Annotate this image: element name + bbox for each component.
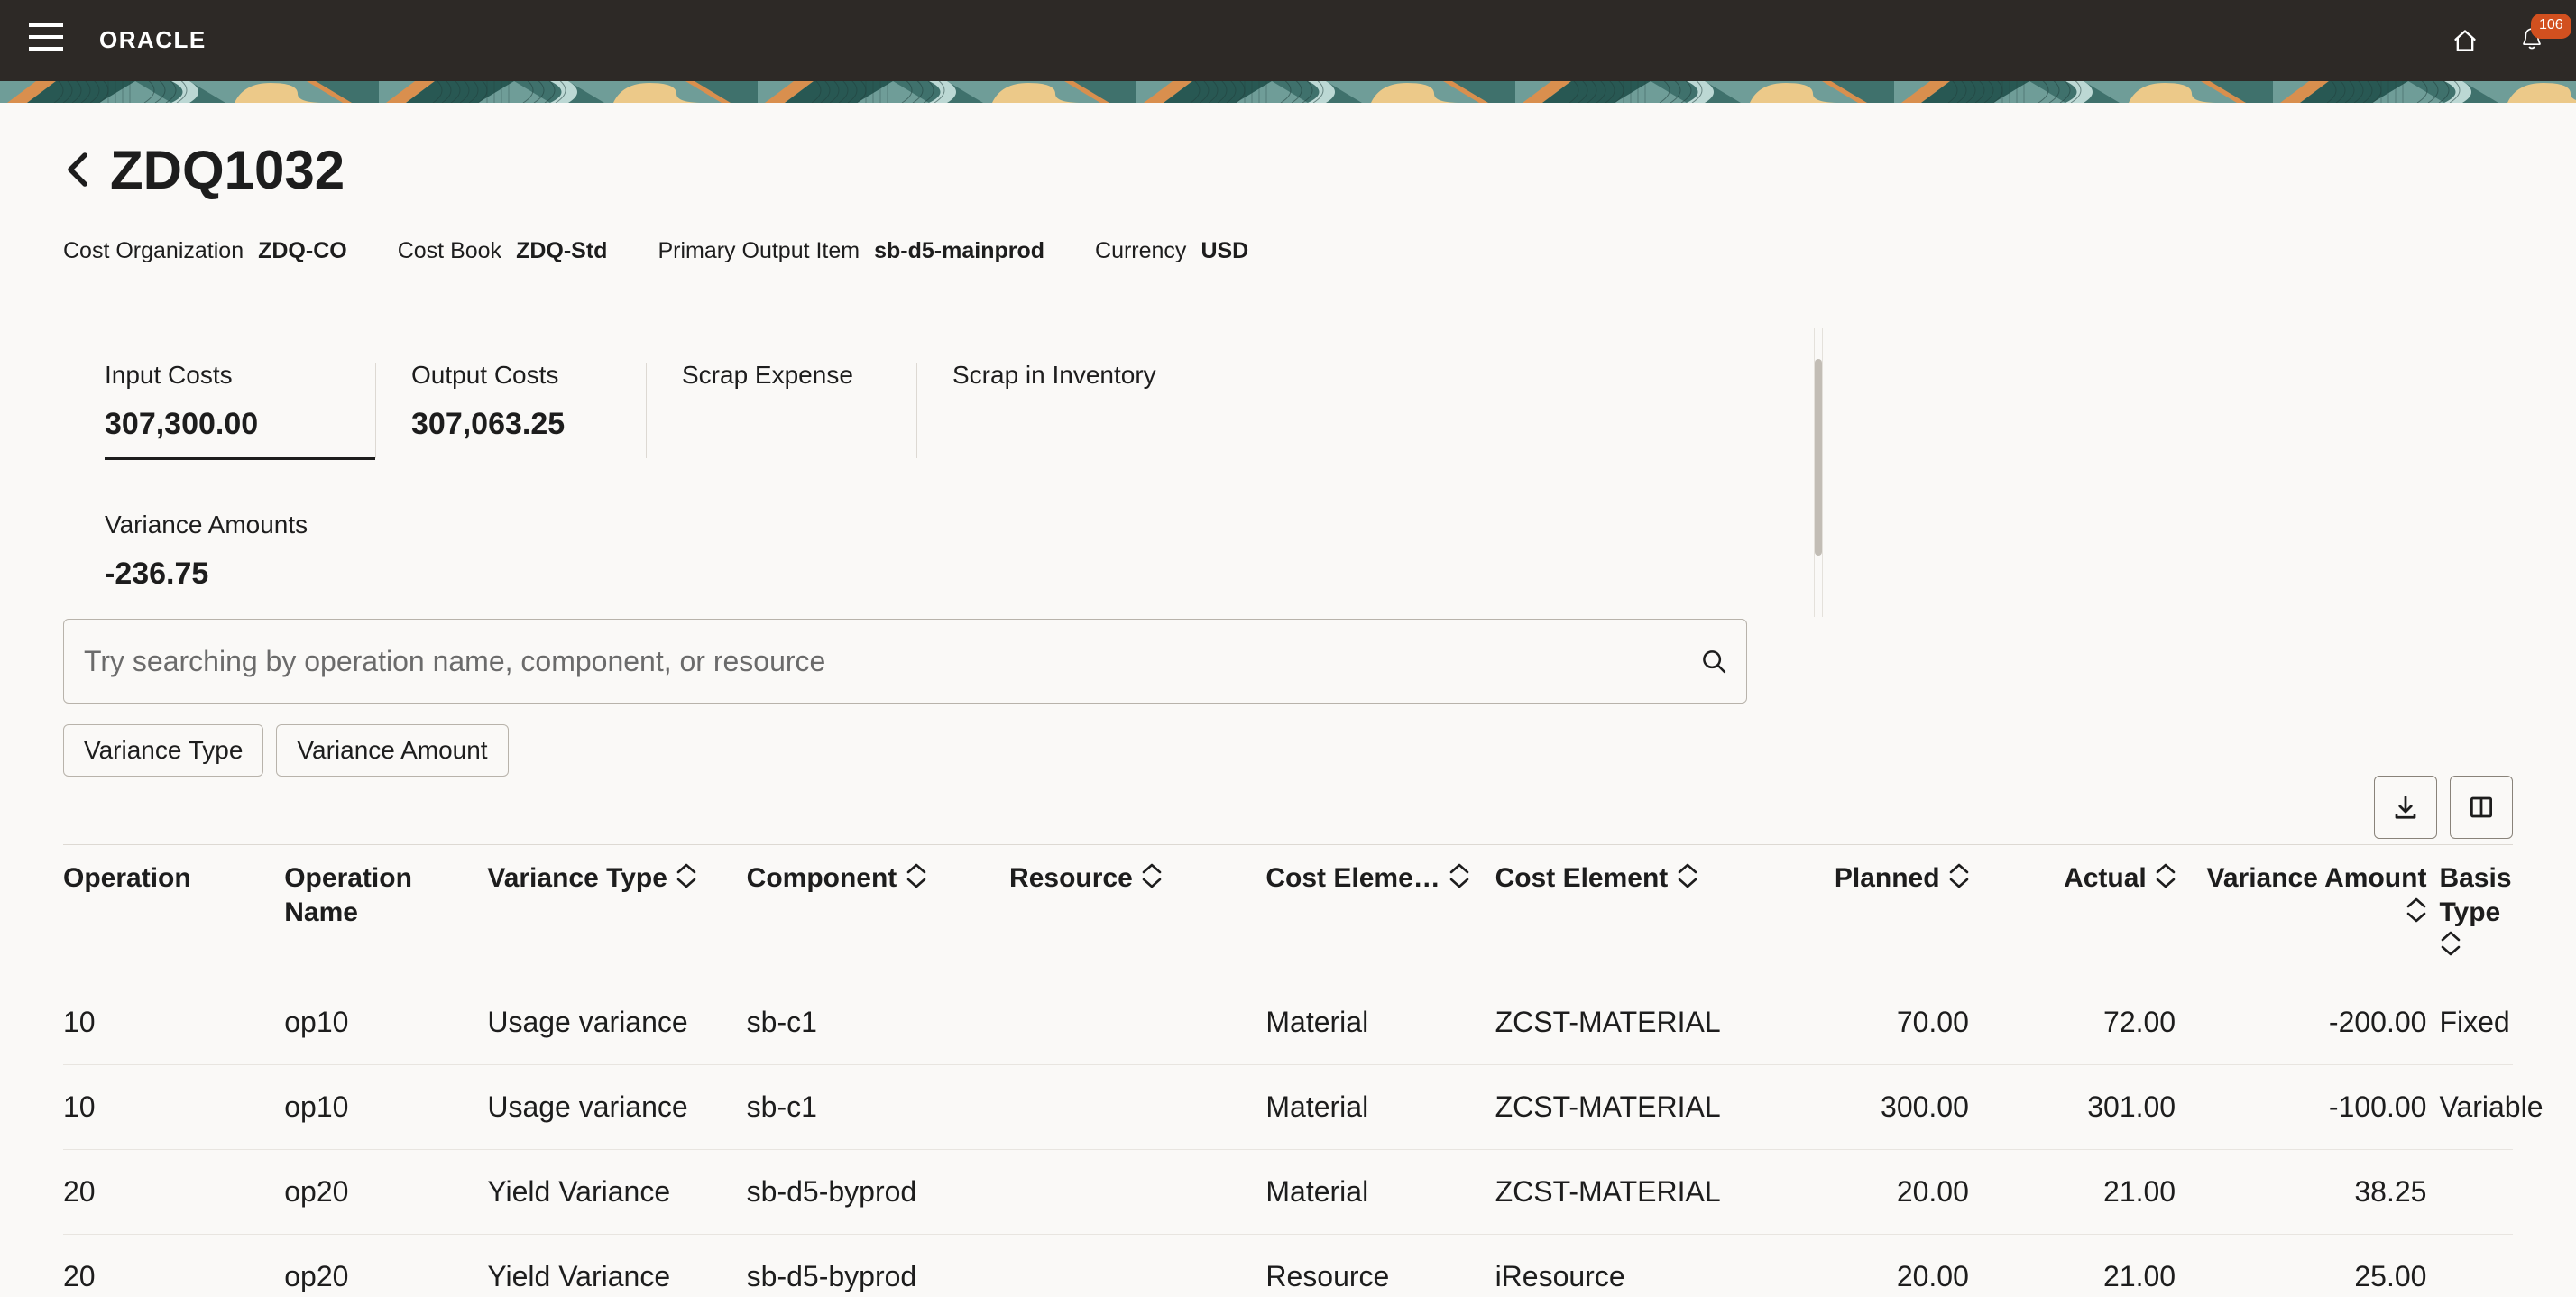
svg-text:ORACLE: ORACLE — [99, 29, 207, 52]
